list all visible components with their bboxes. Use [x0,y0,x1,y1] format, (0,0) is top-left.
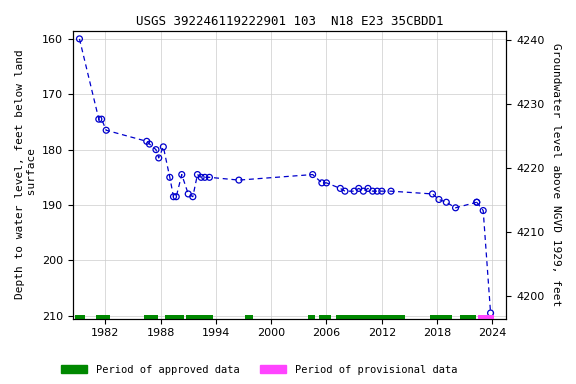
Point [308,172,317,178]
Point [472,199,482,205]
Bar [96,314,110,319]
Bar [144,314,158,319]
Bar [308,314,316,319]
Point [359,188,368,194]
Point [145,141,154,147]
Y-axis label: Groundwater level above NGVD 1929, feet: Groundwater level above NGVD 1929, feet [551,43,561,306]
Point [486,310,495,316]
Point [154,155,164,161]
Point [368,188,377,194]
Point [172,194,181,200]
Title: USGS 392246119222901 103  N18 E23 35CBDD1: USGS 392246119222901 103 N18 E23 35CBDD1 [136,15,444,28]
Bar [187,314,213,319]
Bar [478,314,494,319]
Bar [165,314,184,319]
Point [205,174,214,180]
Legend: Period of approved data, Period of provisional data: Period of approved data, Period of provi… [57,361,461,379]
Point [142,138,151,144]
Point [373,188,382,194]
Point [165,174,175,180]
Point [336,185,345,192]
Point [234,177,244,183]
Point [75,36,84,42]
Point [479,207,488,214]
Point [354,185,363,192]
Point [94,116,104,122]
Point [434,196,444,202]
Point [350,188,359,194]
Bar [319,314,331,319]
Point [97,116,106,122]
Bar [336,314,405,319]
Point [188,194,198,200]
Point [442,199,451,205]
Bar [245,314,253,319]
Point [196,174,206,180]
Point [363,185,373,192]
Point [322,180,331,186]
Point [428,191,437,197]
Bar [75,314,85,319]
Point [159,144,168,150]
Point [151,147,161,153]
Point [340,188,350,194]
Point [472,199,482,205]
Point [377,188,386,194]
Y-axis label: Depth to water level, feet below land
 surface: Depth to water level, feet below land su… [15,50,37,300]
Point [101,127,111,133]
Point [177,172,187,178]
Point [184,191,193,197]
Point [451,205,460,211]
Point [193,172,202,178]
Point [169,194,178,200]
Point [317,180,327,186]
Bar [430,314,452,319]
Point [386,188,396,194]
Bar [460,314,476,319]
Point [200,174,210,180]
